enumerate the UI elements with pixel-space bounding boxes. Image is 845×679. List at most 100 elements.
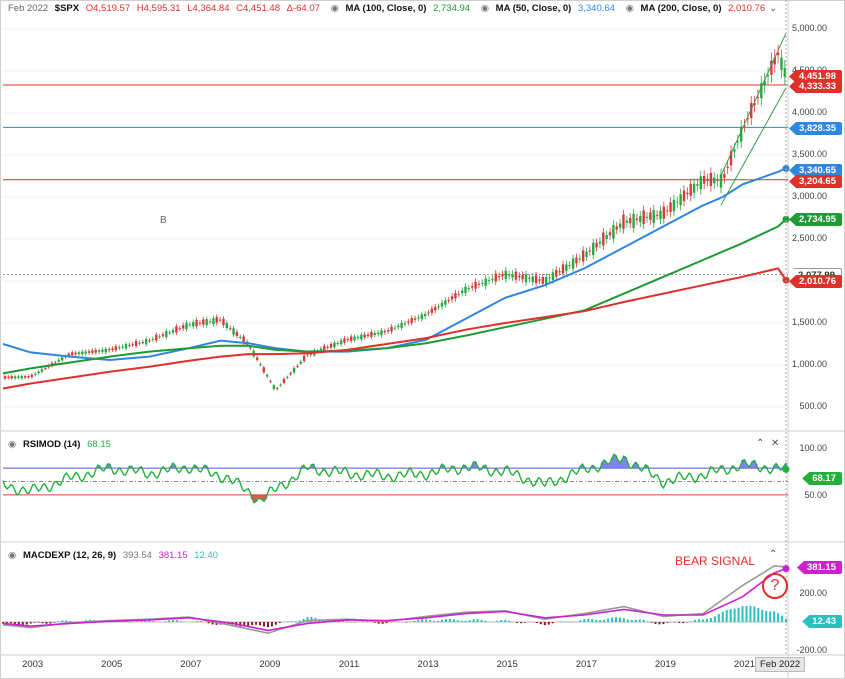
candle-body	[306, 354, 309, 356]
candle-body	[652, 210, 655, 224]
macd-endpoint-dot	[782, 565, 790, 573]
macd-histogram-bar	[737, 607, 740, 622]
candle-body	[165, 331, 168, 338]
macd-histogram-bar	[468, 620, 471, 622]
x-axis-tick: 2003	[22, 659, 44, 670]
candle-body	[262, 367, 266, 373]
candle-body	[743, 125, 746, 127]
candle-body	[444, 300, 447, 305]
rsi-close-icon[interactable]: ✕	[771, 438, 780, 449]
macd-histogram-bar	[480, 619, 483, 622]
candle-body	[471, 286, 474, 288]
candle-body	[97, 350, 101, 352]
eye-icon-macd[interactable]: ◉	[8, 550, 17, 561]
rsi-value: 68.15	[87, 439, 111, 450]
macd-histogram-bar	[448, 618, 451, 622]
eye-icon-rsi[interactable]: ◉	[8, 439, 17, 450]
macd-histogram-bar	[781, 615, 784, 622]
candle-body	[101, 349, 104, 352]
macd-histogram-bar	[725, 610, 728, 622]
macd-histogram-bar	[622, 618, 625, 622]
macd-histogram-bar	[49, 622, 52, 624]
collapse-chevron-icon[interactable]: ⌄	[769, 3, 778, 14]
candle-body	[208, 321, 212, 323]
candle-body	[383, 331, 387, 333]
candle-body	[729, 151, 733, 166]
candle-body	[3, 376, 7, 379]
candle-body	[551, 272, 555, 281]
macd-histogram-bar	[662, 622, 665, 625]
macd-histogram-bar	[148, 620, 151, 622]
candle-body	[104, 348, 108, 353]
macd-histogram-bar	[773, 611, 776, 622]
macd-histogram-bar	[270, 622, 273, 627]
candle-body	[430, 308, 434, 313]
candle-body	[286, 377, 289, 379]
macd-histogram-bar	[425, 619, 428, 622]
macd-histogram-bar	[698, 619, 701, 622]
macd-histogram-bar	[172, 619, 175, 622]
candle-body	[228, 328, 232, 330]
candle-body	[726, 166, 729, 169]
candle-body	[87, 351, 91, 353]
price-pill: 2,734.95	[789, 213, 842, 226]
macd-histogram-bar	[504, 619, 507, 622]
candle-body	[185, 322, 188, 330]
candle-body	[138, 342, 141, 344]
candle-body	[114, 346, 118, 351]
candle-body	[595, 242, 598, 248]
eye-icon-ma50[interactable]: ◉	[480, 3, 490, 14]
macd-histogram-bar	[207, 622, 210, 624]
candle-body	[608, 232, 612, 236]
x-axis-tick: 2019	[654, 659, 676, 670]
macd-histogram-bar	[646, 621, 649, 622]
eye-icon-ma100[interactable]: ◉	[330, 3, 339, 14]
macd-histogram-bar	[373, 622, 376, 623]
candle-body	[27, 376, 30, 378]
price-tick: 5,000.00	[791, 23, 827, 33]
macd-histogram-bar	[765, 611, 768, 622]
macd-histogram-bar	[690, 621, 693, 622]
macd-histogram-bar	[785, 619, 788, 622]
candle-body	[783, 67, 787, 77]
candle-body	[733, 149, 736, 152]
candle-body	[148, 340, 151, 342]
candle-body	[558, 271, 561, 273]
candle-body	[141, 342, 144, 344]
candle-body	[403, 323, 407, 325]
candle-body	[457, 293, 460, 295]
macd-histogram-bar	[713, 616, 716, 622]
macd-histogram-bar	[452, 619, 455, 622]
candle-body	[719, 174, 723, 188]
macd-histogram-bar	[140, 620, 143, 622]
macd-histogram-bar	[33, 622, 36, 623]
macd-move-up-icon[interactable]: ⌃	[769, 549, 778, 560]
candle-body	[276, 388, 279, 390]
macd-signal-line	[2, 567, 787, 632]
macd-histogram-bar	[302, 618, 305, 622]
candle-body	[128, 344, 131, 346]
rsi-move-up-icon[interactable]: ⌃	[756, 438, 765, 449]
macd-histogram-bar	[215, 622, 218, 625]
macd-histogram-bar	[678, 622, 681, 623]
macd-histogram-bar	[440, 620, 443, 622]
price-pill: 3,204.65	[789, 175, 842, 188]
macd-histogram-bar	[298, 620, 301, 622]
header-change: Δ-64.07	[286, 3, 320, 14]
macd-histogram-bar	[717, 613, 720, 622]
candle-body	[770, 60, 773, 75]
candle-body	[397, 325, 400, 328]
rsi-tick-100: 100.00	[799, 443, 827, 453]
eye-icon-ma200[interactable]: ◉	[625, 3, 634, 14]
candle-body	[689, 184, 692, 196]
candle-body	[420, 314, 423, 320]
candle-body	[682, 190, 686, 201]
candle-body	[434, 306, 437, 311]
candle-body	[77, 352, 81, 355]
candle-body	[67, 353, 71, 356]
macd-histogram-bar	[21, 622, 24, 626]
candle-body	[188, 324, 192, 326]
candle-body	[699, 176, 702, 190]
candle-body	[635, 218, 639, 221]
candle-body	[481, 282, 484, 284]
